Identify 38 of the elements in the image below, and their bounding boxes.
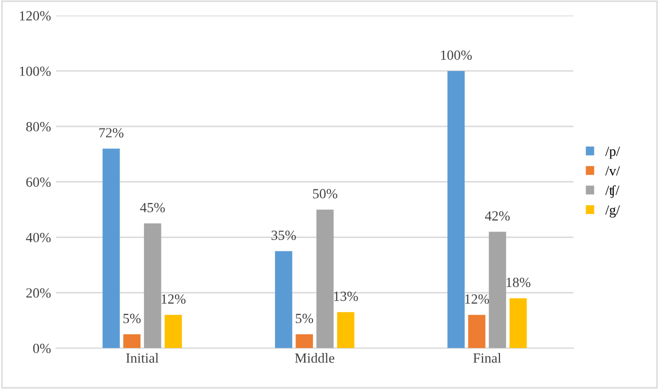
- bar: [164, 314, 182, 348]
- y-tick-label: 80%: [26, 122, 51, 132]
- bar: [144, 223, 162, 348]
- bar: [316, 210, 334, 348]
- y-tick-label: 40%: [26, 232, 51, 242]
- data-label: 42%: [485, 211, 510, 221]
- data-label: 35%: [272, 230, 296, 240]
- x-tick-label: Final: [473, 353, 502, 363]
- bar: [510, 298, 527, 348]
- x-tick-label: Middle: [295, 353, 334, 363]
- bar: [102, 148, 120, 348]
- data-label: 45%: [140, 202, 165, 212]
- data-label: 18%: [506, 278, 530, 288]
- data-label: 72%: [99, 128, 124, 138]
- bar: [488, 232, 506, 348]
- y-tick-label: 20%: [26, 288, 51, 298]
- data-label: 13%: [334, 292, 358, 302]
- legend-label: /g/: [605, 205, 620, 218]
- data-label: 100%: [441, 50, 472, 60]
- bar: [468, 314, 486, 348]
- legend-label: /ʧ/: [605, 185, 620, 198]
- data-label: 50%: [313, 189, 338, 198]
- y-tick-label: 60%: [26, 177, 51, 187]
- data-label: 5%: [296, 314, 314, 324]
- y-tick-label: 0%: [33, 344, 51, 354]
- bar: [296, 334, 313, 348]
- legend-label: /p/: [605, 146, 620, 159]
- legend-label: /v/: [605, 166, 620, 176]
- bar: [123, 334, 141, 348]
- data-label: 5%: [123, 314, 141, 324]
- x-tick-label: Initial: [126, 353, 159, 363]
- bar: [337, 312, 354, 348]
- data-label: 12%: [465, 294, 490, 304]
- data-label: 12%: [162, 294, 186, 304]
- y-tick-label: 120%: [20, 11, 51, 21]
- bar: [447, 70, 465, 348]
- y-tick-label: 100%: [20, 66, 51, 76]
- bar: [275, 251, 292, 348]
